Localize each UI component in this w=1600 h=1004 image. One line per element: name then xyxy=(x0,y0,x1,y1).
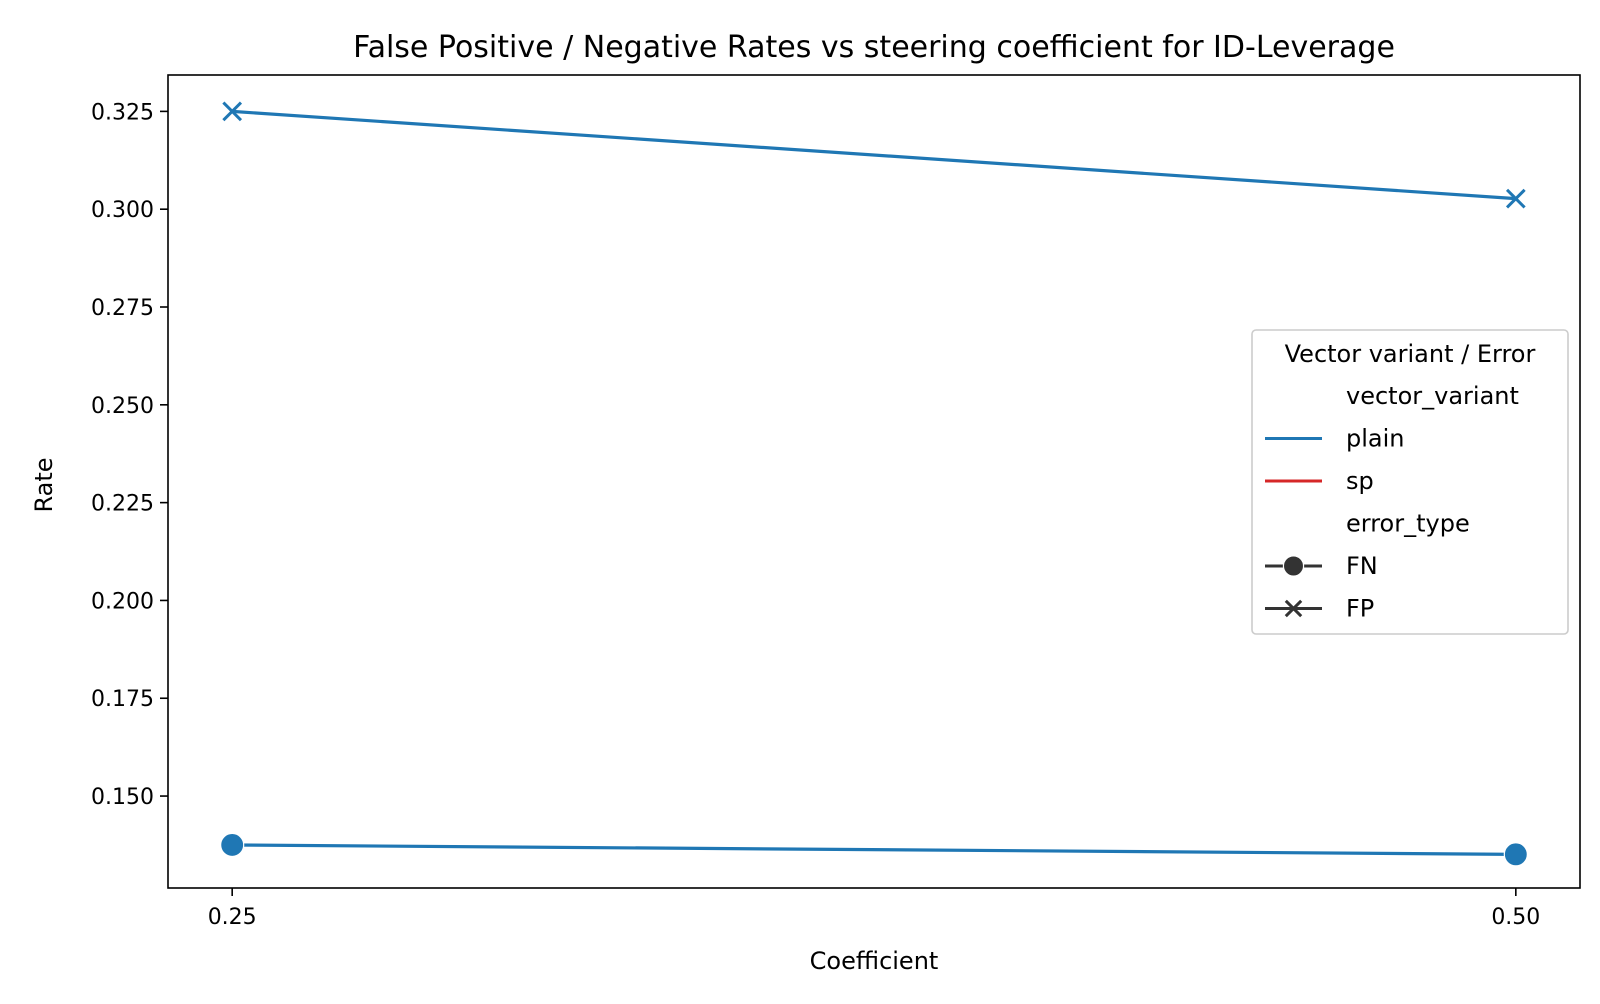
y-tick-label: 0.225 xyxy=(91,492,154,517)
legend-label: vector_variant xyxy=(1346,382,1519,410)
legend-entry-plain: plain xyxy=(1265,425,1405,453)
marker-stroke xyxy=(1505,188,1526,209)
y-tick-label: 0.150 xyxy=(91,785,154,810)
legend-marker xyxy=(1284,599,1303,618)
legend-entry-vector-variant: vector_variant xyxy=(1346,382,1519,410)
series-plain-FP xyxy=(222,101,1526,209)
x-axis-label: Coefficient xyxy=(810,947,939,975)
y-tick-label: 0.250 xyxy=(91,394,154,419)
y-tick-label: 0.175 xyxy=(91,687,154,712)
series-line xyxy=(232,109,1516,201)
marker-stroke xyxy=(222,101,243,122)
legend-entry-sp: sp xyxy=(1265,467,1374,495)
legend-box xyxy=(1251,329,1569,635)
y-tick-label: 0.325 xyxy=(91,100,154,125)
data-point xyxy=(1505,188,1526,209)
marker-stroke xyxy=(1284,599,1303,618)
plot-frame xyxy=(167,74,1581,889)
y-axis: 0.150 0.175 0.200 0.225 0.250 0.275 0.300 0.325 xyxy=(91,100,168,810)
y-tick-label: 0.275 xyxy=(91,296,154,321)
series-plain-FN xyxy=(220,832,1528,867)
data-point xyxy=(222,101,243,122)
y-tick-label: 0.300 xyxy=(91,198,154,223)
y-tick-label: 0.200 xyxy=(91,589,154,614)
legend-label: plain xyxy=(1346,425,1405,453)
chart-title: False Positive / Negative Rates vs steer… xyxy=(353,30,1395,65)
legend-label: FP xyxy=(1346,595,1374,623)
y-axis-label: Rate xyxy=(30,457,58,512)
legend-entry-FP: FP xyxy=(1265,595,1374,623)
x-axis: 0.25 0.50 xyxy=(208,888,1540,930)
plot-area xyxy=(220,101,1528,867)
legend-entry-error-type: error_type xyxy=(1346,510,1470,538)
legend-label: sp xyxy=(1346,467,1374,495)
legend-marker xyxy=(1282,555,1305,577)
legend-label: FN xyxy=(1346,552,1378,580)
data-point xyxy=(1503,842,1528,867)
legend-label: error_type xyxy=(1346,510,1470,538)
legend-entry-FN: FN xyxy=(1265,552,1378,580)
x-tick-label: 0.25 xyxy=(208,905,257,930)
x-tick-label: 0.50 xyxy=(1491,905,1540,930)
legend: Vector variant / Error vector_variantpla… xyxy=(1251,329,1569,635)
legend-title: Vector variant / Error xyxy=(1285,340,1536,368)
series-line xyxy=(232,843,1516,856)
data-point xyxy=(220,832,245,858)
